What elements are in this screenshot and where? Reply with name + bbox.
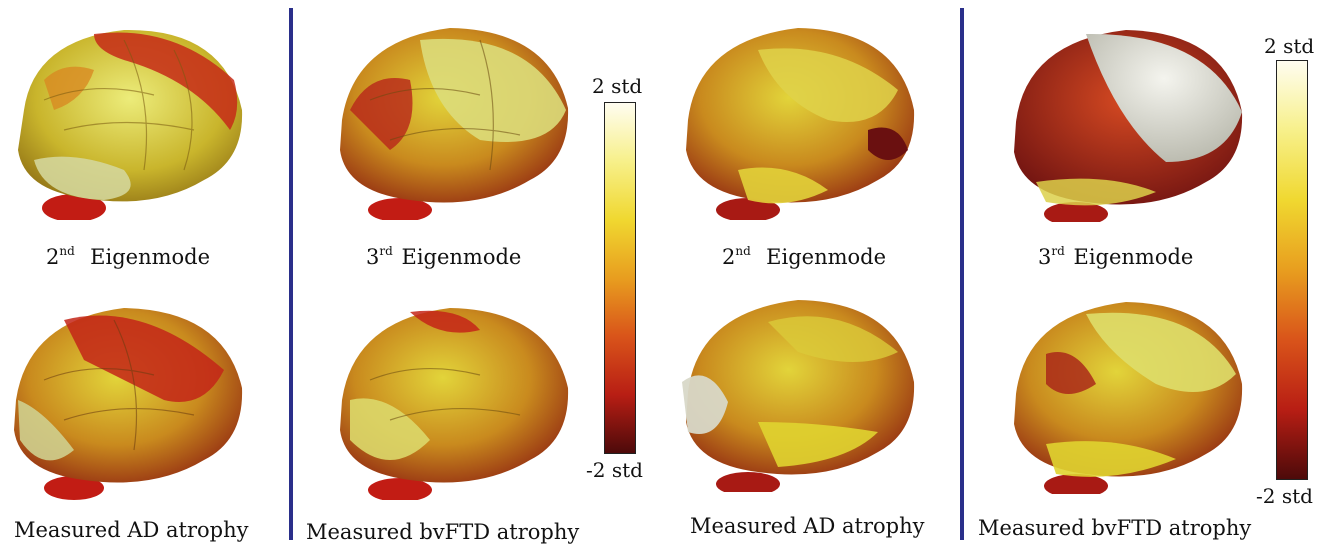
colorbar-1 — [604, 102, 636, 454]
caption-col2-bottom: Measured bvFTD atrophy — [306, 520, 580, 544]
colorbar-1-top-label: 2 std — [592, 74, 643, 98]
caption-col3-bottom: Measured AD atrophy — [690, 514, 925, 538]
caption-col3-top: 2nd Eigenmode — [722, 244, 887, 269]
brain-render-ad-measured-oblique — [678, 292, 918, 496]
brain-render-ad-eigenmode-2 — [4, 20, 244, 222]
colorbar-2 — [1276, 60, 1308, 480]
colorbar-2-top-label: 2 std — [1264, 34, 1315, 58]
panel-divider-left — [289, 8, 293, 540]
brain-render-bvftd-eigenmode-3-oblique — [1006, 22, 1246, 226]
colorbar-1-bottom-label: -2 std — [586, 458, 643, 482]
brain-render-bvftd-measured — [330, 300, 570, 502]
caption-col1-top: 2nd Eigenmode — [46, 244, 211, 269]
caption-col2-top: 3rd Eigenmode — [366, 244, 522, 269]
caption-col4-top: 3rd Eigenmode — [1038, 244, 1194, 269]
brain-render-bvftd-measured-oblique — [1006, 294, 1246, 498]
caption-col4-bottom: Measured bvFTD atrophy — [978, 516, 1252, 540]
brain-render-ad-measured — [4, 300, 244, 500]
brain-render-bvftd-eigenmode-3 — [330, 20, 570, 222]
colorbar-2-bottom-label: -2 std — [1256, 484, 1313, 508]
brain-render-ad-eigenmode-2-oblique — [678, 20, 918, 222]
panel-divider-right — [960, 8, 964, 540]
caption-col1-bottom: Measured AD atrophy — [14, 518, 249, 542]
